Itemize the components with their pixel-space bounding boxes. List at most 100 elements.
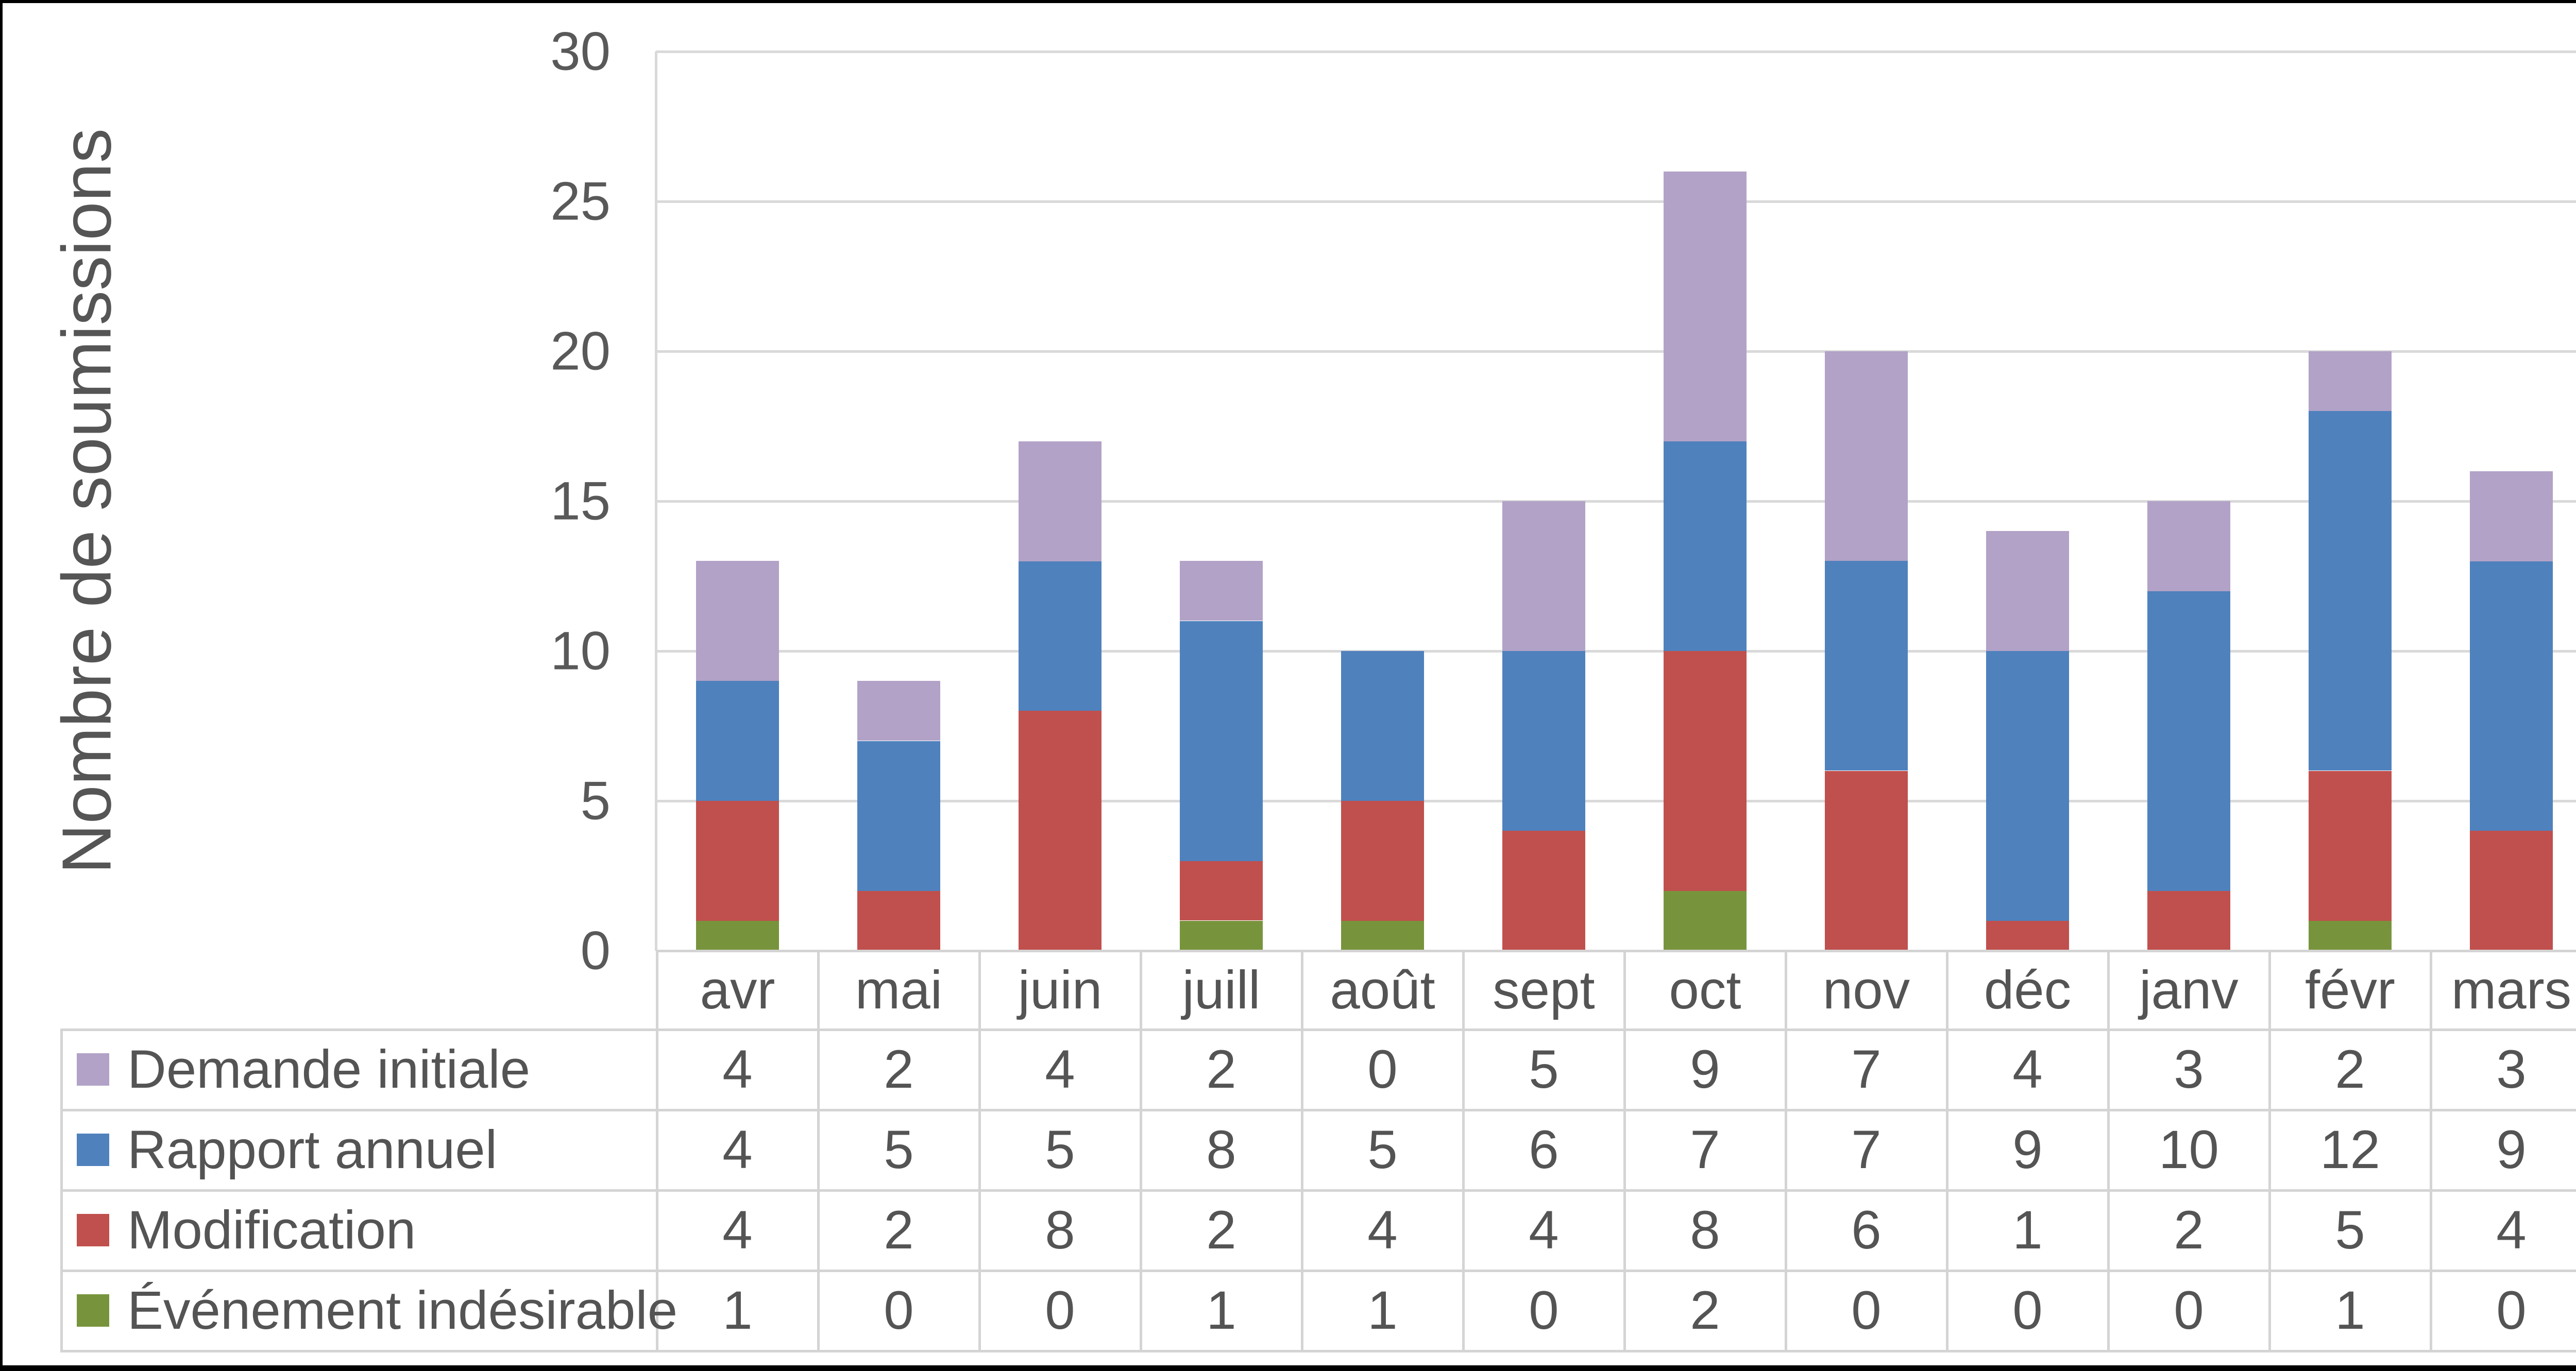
table-value-cell: 4 [2012, 1039, 2043, 1100]
table-value-cell: 8 [1690, 1200, 1720, 1260]
bar-segment [696, 681, 779, 801]
bar-segment [1825, 561, 1908, 770]
table-column-line [1785, 951, 1787, 1351]
bar-segment [1986, 651, 2069, 921]
month-label: févr [2304, 959, 2396, 1020]
table-value-cell: 0 [1367, 1039, 1398, 1100]
y-tick-label: 30 [550, 21, 611, 82]
bar-segment [1341, 921, 1424, 951]
gridline-15 [656, 500, 2576, 503]
table-row-line [60, 1350, 2576, 1352]
table-column-line [1140, 951, 1142, 1351]
bar-segment [1664, 441, 1747, 651]
month-label: mai [855, 959, 943, 1020]
month-label: déc [1984, 959, 2072, 1020]
table-column-line [2107, 951, 2110, 1351]
table-value-cell: 1 [2012, 1200, 2043, 1260]
bar-segment [1019, 441, 1101, 561]
gridline-10 [656, 650, 2576, 653]
bar-segment [1502, 501, 1585, 651]
table-value-cell: 1 [1367, 1280, 1398, 1341]
table-value-cell: 1 [2335, 1280, 2365, 1341]
legend-swatch [77, 1214, 109, 1246]
table-value-cell: 0 [884, 1280, 914, 1341]
table-value-cell: 5 [884, 1120, 914, 1180]
bar-segment [1986, 921, 2069, 951]
bar-segment [1825, 351, 1908, 561]
table-value-cell: 4 [1529, 1200, 1559, 1260]
y-tick-label: 15 [550, 471, 611, 532]
bar-segment [1180, 621, 1263, 861]
table-value-cell: 4 [722, 1120, 753, 1180]
y-tick-label: 0 [580, 920, 611, 981]
table-left-border [60, 1029, 63, 1351]
bar-segment [696, 921, 779, 951]
table-value-cell: 0 [1851, 1280, 1882, 1341]
legend-swatch [77, 1294, 109, 1327]
y-tick-label: 20 [550, 321, 611, 382]
table-value-cell: 2 [1690, 1280, 1720, 1341]
table-value-cell: 2 [884, 1200, 914, 1260]
table-value-cell: 0 [1045, 1280, 1075, 1341]
table-header-top-line [656, 950, 2576, 952]
bar-segment [1180, 921, 1263, 951]
month-label: sept [1493, 959, 1595, 1020]
month-label: juin [1018, 959, 1103, 1020]
table-column-line [1623, 951, 1626, 1351]
bar-segment [1664, 891, 1747, 951]
table-column-line [2430, 951, 2432, 1351]
table-value-cell: 3 [2174, 1039, 2204, 1100]
bar-segment [2470, 471, 2553, 561]
y-axis-line [655, 52, 657, 951]
table-column-line [2268, 951, 2271, 1351]
bar-segment [1341, 801, 1424, 921]
table-value-cell: 6 [1529, 1120, 1559, 1180]
bar-segment [2470, 561, 2553, 831]
bar-segment [2309, 921, 2392, 951]
bar-segment [2147, 891, 2230, 951]
table-value-cell: 9 [1690, 1039, 1720, 1100]
bar-segment [2470, 831, 2553, 951]
table-value-cell: 0 [2174, 1280, 2204, 1341]
month-label: mars [2451, 959, 2572, 1020]
bar-segment [2309, 771, 2392, 921]
month-label: juill [1182, 959, 1261, 1020]
table-value-cell: 8 [1206, 1120, 1236, 1180]
table-value-cell: 0 [2012, 1280, 2043, 1341]
y-axis-title: Nombre de soumissions [47, 128, 126, 875]
bar-segment [857, 891, 940, 951]
table-value-cell: 4 [1045, 1039, 1075, 1100]
table-value-cell: 7 [1851, 1120, 1882, 1180]
table-value-cell: 6 [1851, 1200, 1882, 1260]
table-value-cell: 2 [2335, 1039, 2365, 1100]
y-tick-label: 25 [550, 171, 611, 232]
table-value-cell: 2 [1206, 1200, 1236, 1260]
bar-segment [1341, 651, 1424, 801]
table-value-cell: 0 [2496, 1280, 2527, 1341]
y-tick-label: 5 [580, 770, 611, 831]
bar-segment [1180, 561, 1263, 621]
bar-segment [857, 681, 940, 741]
bar-segment [857, 741, 940, 891]
gridline-30 [656, 50, 2576, 53]
bar-segment [696, 561, 779, 681]
y-tick-label: 10 [550, 621, 611, 681]
bar-segment [1502, 831, 1585, 951]
table-value-cell: 4 [1367, 1200, 1398, 1260]
month-label: nov [1822, 959, 1910, 1020]
table-column-line [1946, 951, 1948, 1351]
table-column-line [817, 951, 820, 1351]
bar-segment [2309, 351, 2392, 411]
table-value-cell: 2 [1206, 1039, 1236, 1100]
month-label: avr [700, 959, 775, 1020]
table-value-cell: 0 [1529, 1280, 1559, 1341]
bar-segment [1019, 561, 1101, 711]
table-value-cell: 5 [1367, 1120, 1398, 1180]
table-value-cell: 10 [2159, 1120, 2219, 1180]
canvas-left-edge [0, 0, 3, 1371]
table-value-cell: 4 [2496, 1200, 2527, 1260]
table-row-line [60, 1189, 2576, 1192]
canvas-top-edge [0, 0, 2576, 3]
table-column-line [978, 951, 981, 1351]
table-value-cell: 5 [1529, 1039, 1559, 1100]
